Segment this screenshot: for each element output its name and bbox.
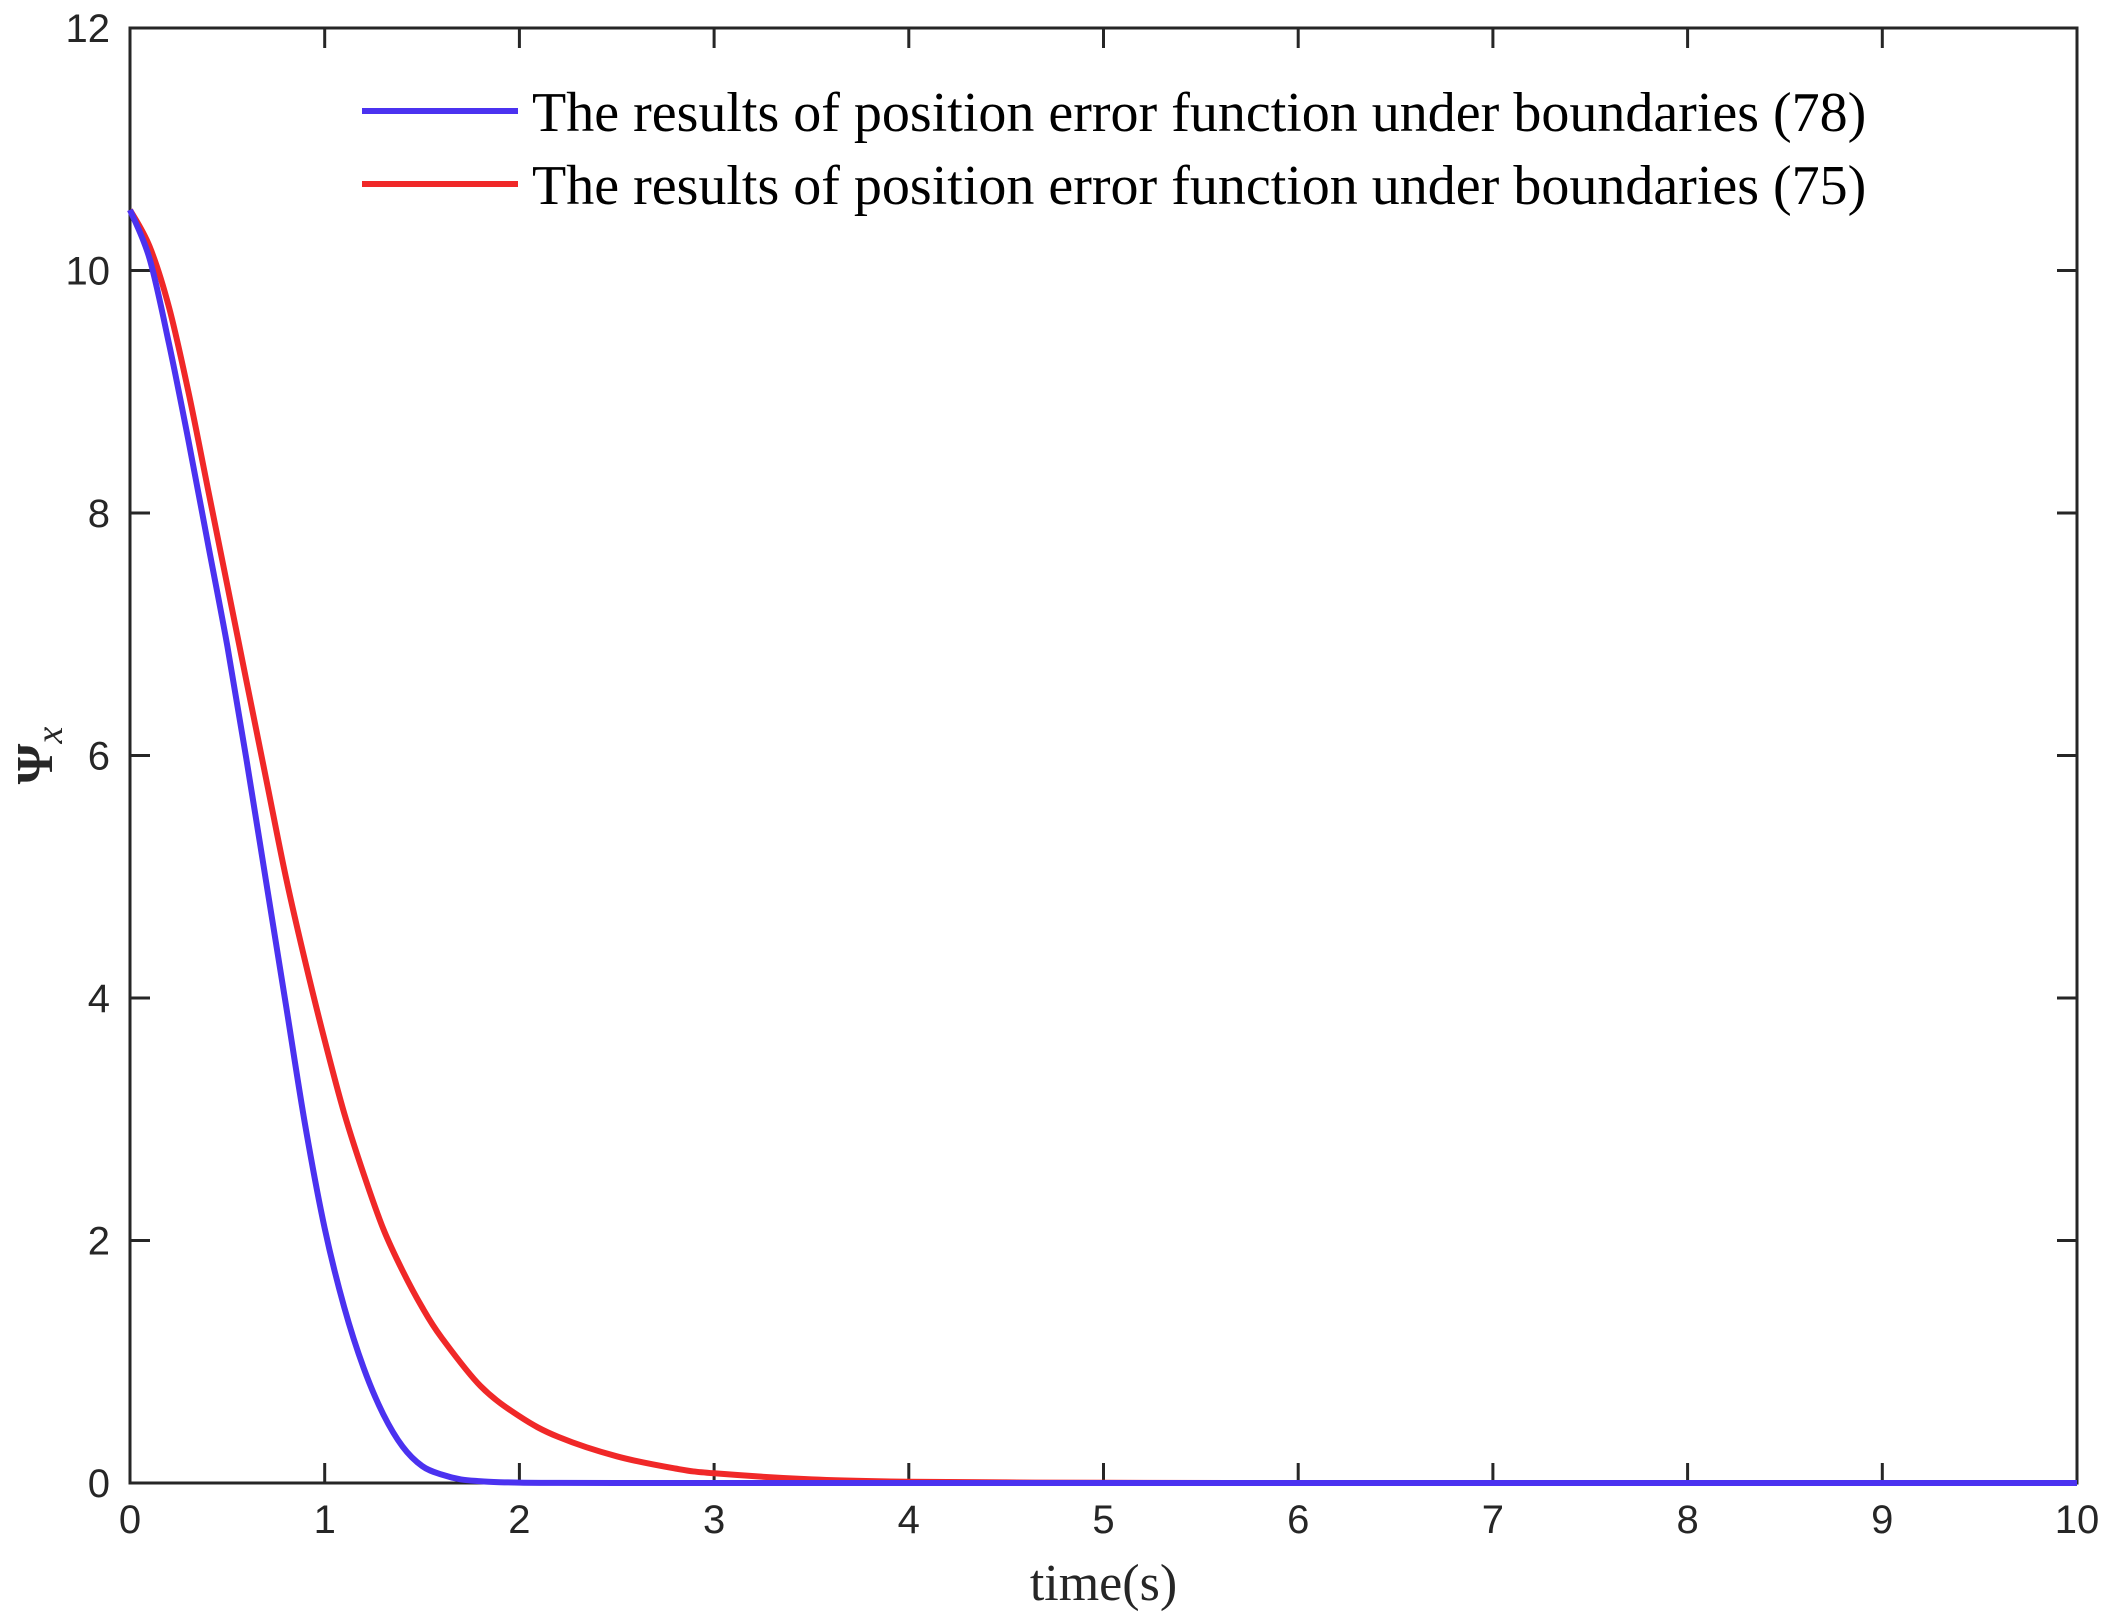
y-axis-title-symbol: Ψ — [7, 743, 64, 784]
x-tick-label: 0 — [119, 1498, 141, 1542]
y-tick-label: 12 — [66, 7, 111, 51]
y-axis-title-subscript: x — [29, 727, 71, 745]
y-tick-label: 2 — [88, 1220, 110, 1264]
x-tick-label: 7 — [1482, 1498, 1504, 1542]
x-tick-label: 6 — [1287, 1498, 1309, 1542]
legend: The results of position error function u… — [362, 82, 1866, 217]
series-layer — [127, 208, 2077, 1487]
x-tick-label: 10 — [2055, 1498, 2100, 1542]
y-tick-label: 8 — [88, 492, 110, 536]
x-tick-label: 8 — [1676, 1498, 1698, 1542]
x-tick-label: 1 — [314, 1498, 336, 1542]
x-axis-title: time(s) — [1030, 1555, 1177, 1612]
series-line-0 — [127, 208, 2077, 1487]
x-tick-label: 4 — [898, 1498, 920, 1542]
y-tick-label: 4 — [88, 977, 110, 1021]
y-axis-title: Ψx — [7, 727, 71, 785]
legend-label-series-78: The results of position error function u… — [532, 82, 1866, 144]
plot-area — [128, 26, 2079, 1485]
y-tick-label: 10 — [66, 250, 111, 294]
y-tick-label: 6 — [88, 735, 110, 779]
y-tick-label: 0 — [88, 1462, 110, 1506]
plot-border — [128, 26, 2079, 1485]
series-line-1 — [127, 208, 2077, 1487]
x-tick-label: 2 — [508, 1498, 530, 1542]
x-axis: 0 1 2 3 4 5 6 7 8 9 10 — [119, 28, 2099, 1542]
x-tick-label: 9 — [1871, 1498, 1893, 1542]
legend-label-series-75: The results of position error function u… — [532, 155, 1866, 217]
y-axis: 0 2 4 6 8 10 12 — [66, 7, 2077, 1506]
x-tick-label: 5 — [1092, 1498, 1114, 1542]
x-tick-label: 3 — [703, 1498, 725, 1542]
